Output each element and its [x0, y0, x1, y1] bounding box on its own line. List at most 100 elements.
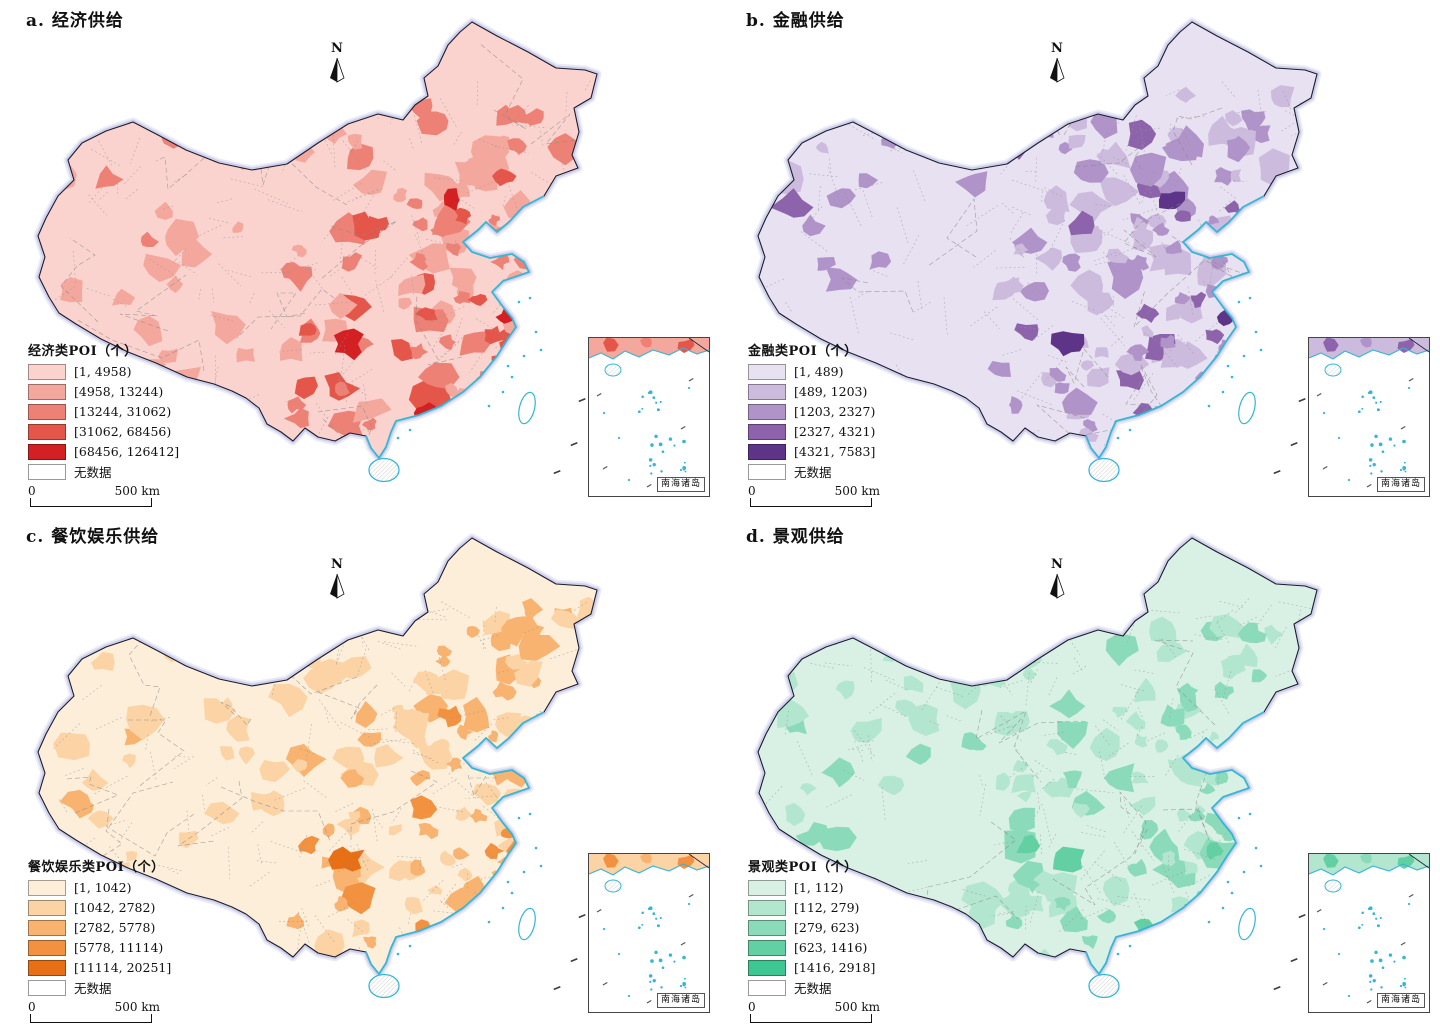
- no-data-label: 无数据: [794, 981, 832, 996]
- scale-rule: [30, 498, 152, 507]
- legend-swatch: [28, 443, 66, 460]
- south-china-sea-inset: 南海诸岛: [588, 853, 710, 1013]
- no-data-row: 无数据: [748, 979, 958, 996]
- legend-swatch: [748, 959, 786, 976]
- legend-row: [2327, 4321): [748, 423, 958, 440]
- legend-swatch: [28, 959, 66, 976]
- legend-label: [11114, 20251]: [74, 960, 172, 975]
- legend: 餐饮娱乐类POI（个） [1, 1042) [1042, 2782) [2782…: [28, 856, 238, 1023]
- legend-row: [1, 4958): [28, 363, 238, 380]
- inset-label: 南海诸岛: [1376, 477, 1425, 492]
- north-label: N: [331, 557, 343, 572]
- scale-rule: [750, 1014, 872, 1023]
- china-map: [33, 533, 602, 999]
- legend-row: [1042, 2782): [28, 899, 238, 916]
- legend-swatch: [28, 403, 66, 420]
- panel-economic-supply: a. 经济供给 N 经济类POI（个） [1, 4958) [4958, 132…: [0, 0, 720, 516]
- legend-swatch: [748, 443, 786, 460]
- china-map: [753, 533, 1322, 999]
- legend-label: [489, 1203): [794, 384, 868, 399]
- legend-row: [489, 1203): [748, 383, 958, 400]
- no-data-swatch: [28, 979, 66, 996]
- compass-needle-icon: [1050, 57, 1065, 83]
- no-data-label: 无数据: [74, 465, 112, 480]
- legend-title: 景观类POI（个）: [748, 860, 858, 875]
- inset-label: 南海诸岛: [656, 477, 705, 492]
- scale-rule: [750, 498, 872, 507]
- inset-map: [589, 854, 709, 1004]
- scale-distance: 500 km: [834, 484, 880, 498]
- legend-row: [1, 112): [748, 879, 958, 896]
- no-data-label: 无数据: [74, 981, 112, 996]
- legend-row: [1, 1042): [28, 879, 238, 896]
- legend-row: [2782, 5778): [28, 919, 238, 936]
- no-data-swatch: [28, 463, 66, 480]
- legend-label: [1, 112): [794, 880, 844, 895]
- panel-title: d. 景观供给: [746, 527, 845, 547]
- compass-needle-icon: [330, 57, 345, 83]
- inset-map: [1309, 338, 1429, 488]
- north-label: N: [1051, 41, 1063, 56]
- legend-swatch: [748, 939, 786, 956]
- legend-label: [2782, 5778): [74, 920, 156, 935]
- inset-label: 南海诸岛: [656, 993, 705, 1008]
- legend-swatch: [28, 939, 66, 956]
- north-arrow: N: [1045, 42, 1069, 87]
- legend-label: [1, 489): [794, 364, 844, 379]
- legend-title: 经济类POI（个）: [28, 344, 138, 359]
- no-data-row: 无数据: [28, 463, 238, 480]
- legend-label: [1416, 2918]: [794, 960, 876, 975]
- no-data-swatch: [748, 463, 786, 480]
- legend-row: [4321, 7583]: [748, 443, 958, 460]
- legend-row: [279, 623): [748, 919, 958, 936]
- legend-row: [1, 489): [748, 363, 958, 380]
- panel-title: a. 经济供给: [26, 11, 124, 31]
- legend-label: [623, 1416): [794, 940, 868, 955]
- legend-label: [4321, 7583]: [794, 444, 876, 459]
- no-data-row: 无数据: [28, 979, 238, 996]
- legend-row: [68456, 126412]: [28, 443, 238, 460]
- north-arrow: N: [325, 42, 349, 87]
- panel-dining-entertainment-supply: c. 餐饮娱乐供给 N 餐饮娱乐类POI（个） [1, 1042) [1042,…: [0, 516, 720, 1032]
- scale-distance: 500 km: [114, 484, 160, 498]
- legend-row: [623, 1416): [748, 939, 958, 956]
- scale-labels: 0 500 km: [28, 484, 160, 498]
- inset-map: [589, 338, 709, 488]
- scale-distance: 500 km: [834, 1000, 880, 1014]
- legend-row: [1203, 2327): [748, 403, 958, 420]
- legend-swatch: [28, 899, 66, 916]
- legend-swatch: [28, 919, 66, 936]
- scale-labels: 0 500 km: [748, 484, 880, 498]
- scale-bar: 0 500 km: [748, 484, 880, 507]
- compass-needle-icon: [1050, 573, 1065, 599]
- legend-swatch: [28, 423, 66, 440]
- scale-zero: 0: [28, 1000, 36, 1014]
- legend-row: [5778, 11114): [28, 939, 238, 956]
- legend-label: [68456, 126412]: [74, 444, 180, 459]
- no-data-swatch: [748, 979, 786, 996]
- legend-label: [31062, 68456): [74, 424, 172, 439]
- legend-swatch: [748, 423, 786, 440]
- legend-row: [13244, 31062): [28, 403, 238, 420]
- scale-zero: 0: [748, 484, 756, 498]
- legend-label: [2327, 4321): [794, 424, 876, 439]
- south-china-sea-inset: 南海诸岛: [1308, 337, 1430, 497]
- north-arrow: N: [1045, 558, 1069, 603]
- legend-swatch: [748, 383, 786, 400]
- scale-bar: 0 500 km: [28, 484, 160, 507]
- legend-label: [5778, 11114): [74, 940, 164, 955]
- inset-map: [1309, 854, 1429, 1004]
- legend-label: [1, 1042): [74, 880, 132, 895]
- no-data-row: 无数据: [748, 463, 958, 480]
- scale-zero: 0: [748, 1000, 756, 1014]
- inset-label: 南海诸岛: [1376, 993, 1425, 1008]
- panel-financial-supply: b. 金融供给 N 金融类POI（个） [1, 489) [489, 1203)…: [720, 0, 1440, 516]
- legend-label: [1042, 2782): [74, 900, 156, 915]
- compass-needle-icon: [330, 573, 345, 599]
- legend-swatch: [748, 363, 786, 380]
- scale-bar: 0 500 km: [28, 1000, 160, 1023]
- legend-swatch: [748, 919, 786, 936]
- legend: 经济类POI（个） [1, 4958) [4958, 13244) [13244…: [28, 340, 238, 507]
- scale-labels: 0 500 km: [748, 1000, 880, 1014]
- scale-labels: 0 500 km: [28, 1000, 160, 1014]
